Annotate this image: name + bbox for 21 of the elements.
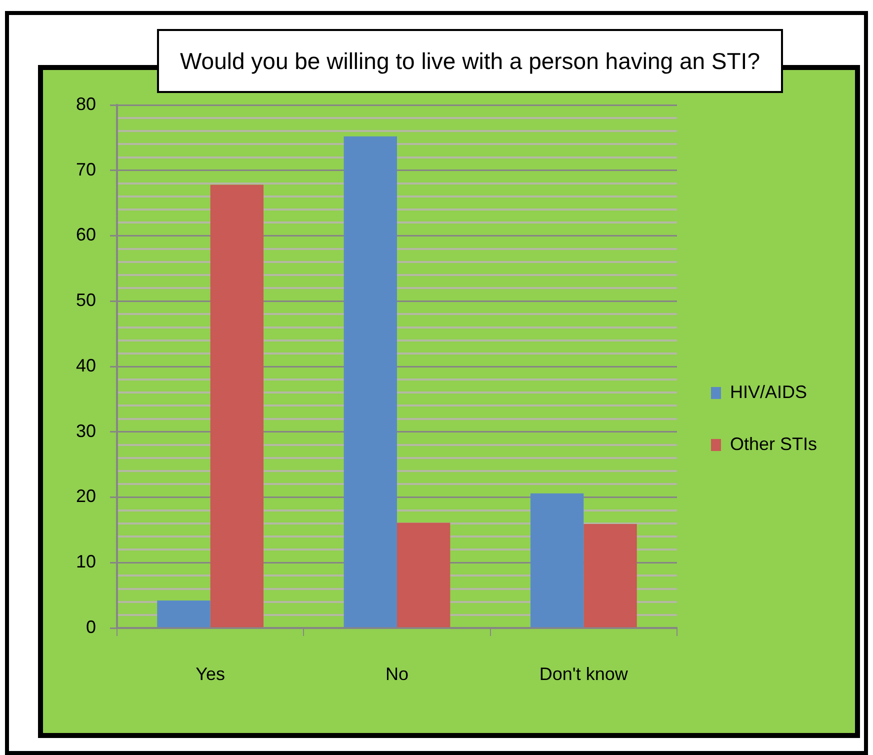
bar: [157, 600, 210, 628]
x-tick-label: Yes: [196, 664, 226, 684]
y-tick-label: 70: [76, 159, 96, 180]
bar: [530, 493, 584, 628]
y-tick-label: 50: [76, 290, 96, 310]
x-tick-label: No: [385, 664, 408, 684]
bar: [344, 136, 397, 628]
bar: [396, 522, 450, 628]
y-tick-label: 60: [76, 224, 96, 245]
bar: [210, 184, 264, 628]
y-tick-label: 80: [76, 94, 96, 114]
y-tick-label: 30: [76, 420, 96, 441]
legend-label: HIV/AIDS: [730, 382, 808, 402]
y-tick-label: 10: [76, 552, 96, 572]
y-tick-label: 20: [76, 486, 96, 506]
x-tick-label: Don't know: [539, 664, 629, 684]
chart-title: Would you be willing to live with a person having an STI?: [157, 29, 783, 93]
y-tick-label: 0: [86, 616, 96, 637]
bar: [584, 524, 637, 628]
legend-label: Other STIs: [730, 434, 818, 454]
y-tick-label: 40: [76, 355, 96, 376]
